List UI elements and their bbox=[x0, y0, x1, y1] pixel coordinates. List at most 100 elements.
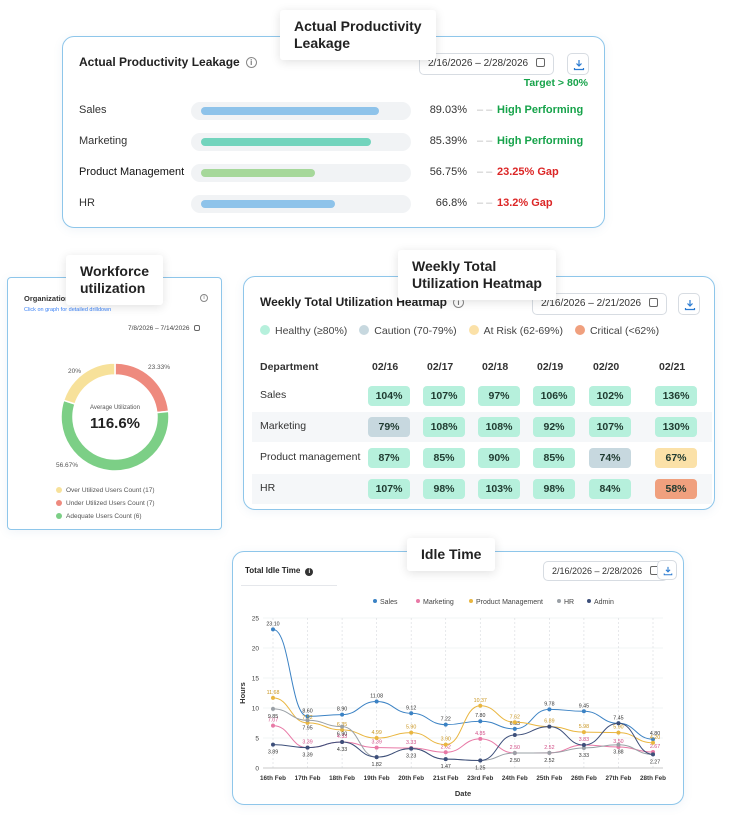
department-label: HR bbox=[260, 482, 276, 494]
data-point[interactable] bbox=[271, 695, 275, 700]
data-point[interactable] bbox=[374, 736, 379, 741]
data-point[interactable] bbox=[651, 740, 655, 745]
data-point[interactable] bbox=[374, 699, 379, 704]
data-point[interactable] bbox=[305, 745, 310, 750]
legend-item[interactable]: Over Utilized Users Count (17) bbox=[56, 487, 155, 494]
data-point[interactable] bbox=[478, 703, 483, 708]
x-tick-label: 24th Feb bbox=[502, 775, 528, 782]
data-point[interactable] bbox=[409, 730, 414, 735]
heatmap-cell[interactable]: 98% bbox=[533, 479, 575, 499]
data-point[interactable] bbox=[271, 742, 275, 747]
department-label: Product management bbox=[260, 451, 361, 463]
legend-label[interactable]: Product Management bbox=[476, 599, 543, 606]
heatmap-cell[interactable]: 98% bbox=[423, 479, 465, 499]
heatmap-cell[interactable]: 102% bbox=[589, 386, 631, 406]
heatmap-cell[interactable]: 58% bbox=[655, 479, 697, 499]
heatmap-cell[interactable]: 92% bbox=[533, 417, 575, 437]
heatmap-cell[interactable]: 103% bbox=[478, 479, 520, 499]
data-point[interactable] bbox=[340, 724, 345, 729]
data-point[interactable] bbox=[616, 721, 621, 726]
data-point[interactable] bbox=[581, 743, 586, 748]
data-point[interactable] bbox=[512, 720, 517, 725]
data-point[interactable] bbox=[443, 722, 448, 727]
data-point[interactable] bbox=[340, 727, 345, 732]
data-point[interactable] bbox=[547, 750, 552, 755]
data-point[interactable] bbox=[512, 726, 517, 731]
info-icon[interactable]: i bbox=[305, 568, 314, 576]
data-point[interactable] bbox=[651, 752, 655, 757]
data-point[interactable] bbox=[374, 745, 379, 750]
data-point[interactable] bbox=[443, 750, 448, 755]
idle-time-chart[interactable]: Sales Marketing Product Management HR Admin 0… bbox=[233, 590, 685, 800]
heatmap-cell[interactable]: 107% bbox=[423, 386, 465, 406]
heatmap-cell[interactable]: 90% bbox=[478, 448, 520, 468]
legend-label[interactable]: HR bbox=[564, 599, 574, 606]
data-point[interactable] bbox=[581, 730, 586, 735]
data-point[interactable] bbox=[512, 733, 517, 737]
heatmap-cell[interactable]: 74% bbox=[589, 448, 631, 468]
data-point[interactable] bbox=[581, 709, 586, 714]
heatmap-cell[interactable]: 108% bbox=[423, 417, 465, 437]
info-icon[interactable]: i bbox=[200, 294, 208, 302]
download-button[interactable] bbox=[678, 293, 700, 315]
legend-label[interactable]: Admin bbox=[594, 599, 614, 606]
heatmap-cell[interactable]: 106% bbox=[533, 386, 575, 406]
productivity-date-picker[interactable]: 2/16/2026 – 2/28/2026 bbox=[419, 53, 555, 75]
data-point[interactable] bbox=[581, 746, 586, 751]
legend-label[interactable]: Sales bbox=[380, 599, 398, 606]
data-point[interactable] bbox=[271, 627, 275, 632]
info-icon[interactable]: i bbox=[245, 57, 257, 68]
data-label: 23.10 bbox=[266, 621, 279, 627]
workforce-subtitle[interactable]: Click on graph for detailed drilldown bbox=[24, 307, 112, 313]
data-point[interactable] bbox=[409, 746, 414, 751]
workforce-date[interactable]: 7/8/2026 – 7/14/2026 bbox=[128, 325, 201, 332]
data-point[interactable] bbox=[478, 719, 483, 724]
heatmap-date-picker[interactable]: 2/16/2026 – 2/21/2026 bbox=[532, 293, 668, 315]
heatmap-cell[interactable]: 84% bbox=[589, 479, 631, 499]
data-point[interactable] bbox=[340, 740, 345, 745]
data-point[interactable] bbox=[616, 730, 621, 735]
data-point[interactable] bbox=[616, 742, 621, 747]
legend-label[interactable]: Marketing bbox=[423, 599, 454, 606]
data-point[interactable] bbox=[547, 707, 552, 712]
heatmap-cell[interactable]: 104% bbox=[368, 386, 410, 406]
legend-item: Critical (<62%) bbox=[574, 325, 659, 337]
heatmap-cell[interactable]: 108% bbox=[478, 417, 520, 437]
data-point[interactable] bbox=[512, 751, 517, 755]
data-point[interactable] bbox=[478, 736, 483, 741]
data-point[interactable] bbox=[271, 706, 275, 711]
utilization-donut[interactable]: 20% 23.33% 56.67% Average Utilization 11… bbox=[8, 348, 223, 498]
legend-item[interactable]: Adequate Users Count (6) bbox=[56, 513, 142, 520]
data-point[interactable] bbox=[271, 723, 275, 728]
data-point[interactable] bbox=[305, 714, 310, 719]
heatmap-cell[interactable]: 87% bbox=[368, 448, 410, 468]
heatmap-cell[interactable]: 85% bbox=[533, 448, 575, 468]
donut-slice[interactable] bbox=[62, 362, 116, 405]
data-point[interactable] bbox=[305, 718, 310, 723]
heatmap-cell[interactable]: 107% bbox=[368, 479, 410, 499]
heatmap-cell[interactable]: 67% bbox=[655, 448, 697, 468]
data-label: 9.12 bbox=[406, 705, 416, 711]
progress-fill bbox=[201, 200, 335, 208]
x-tick-label: 27th Feb bbox=[606, 775, 632, 782]
data-point[interactable] bbox=[443, 742, 448, 747]
download-button[interactable] bbox=[567, 53, 589, 75]
data-point[interactable] bbox=[478, 758, 483, 763]
download-button[interactable] bbox=[657, 560, 677, 580]
heatmap-cell[interactable]: 79% bbox=[368, 417, 410, 437]
heatmap-cell[interactable]: 130% bbox=[655, 417, 697, 437]
idle-date-picker[interactable]: 2/16/2026 – 2/28/2026 bbox=[543, 561, 669, 581]
heatmap-cell[interactable]: 97% bbox=[478, 386, 520, 406]
data-point[interactable] bbox=[374, 755, 379, 760]
data-point[interactable] bbox=[547, 724, 552, 729]
data-point[interactable] bbox=[409, 711, 414, 716]
legend-label: Adequate Users Count (6) bbox=[66, 513, 142, 520]
date-header: 02/16 bbox=[372, 361, 399, 373]
heatmap-cell[interactable]: 107% bbox=[589, 417, 631, 437]
heatmap-cell[interactable]: 136% bbox=[655, 386, 697, 406]
data-point[interactable] bbox=[651, 737, 655, 742]
data-point[interactable] bbox=[443, 757, 448, 762]
heatmap-cell[interactable]: 85% bbox=[423, 448, 465, 468]
legend-item[interactable]: Under Utilized Users Count (7) bbox=[56, 500, 155, 507]
data-point[interactable] bbox=[340, 712, 345, 717]
